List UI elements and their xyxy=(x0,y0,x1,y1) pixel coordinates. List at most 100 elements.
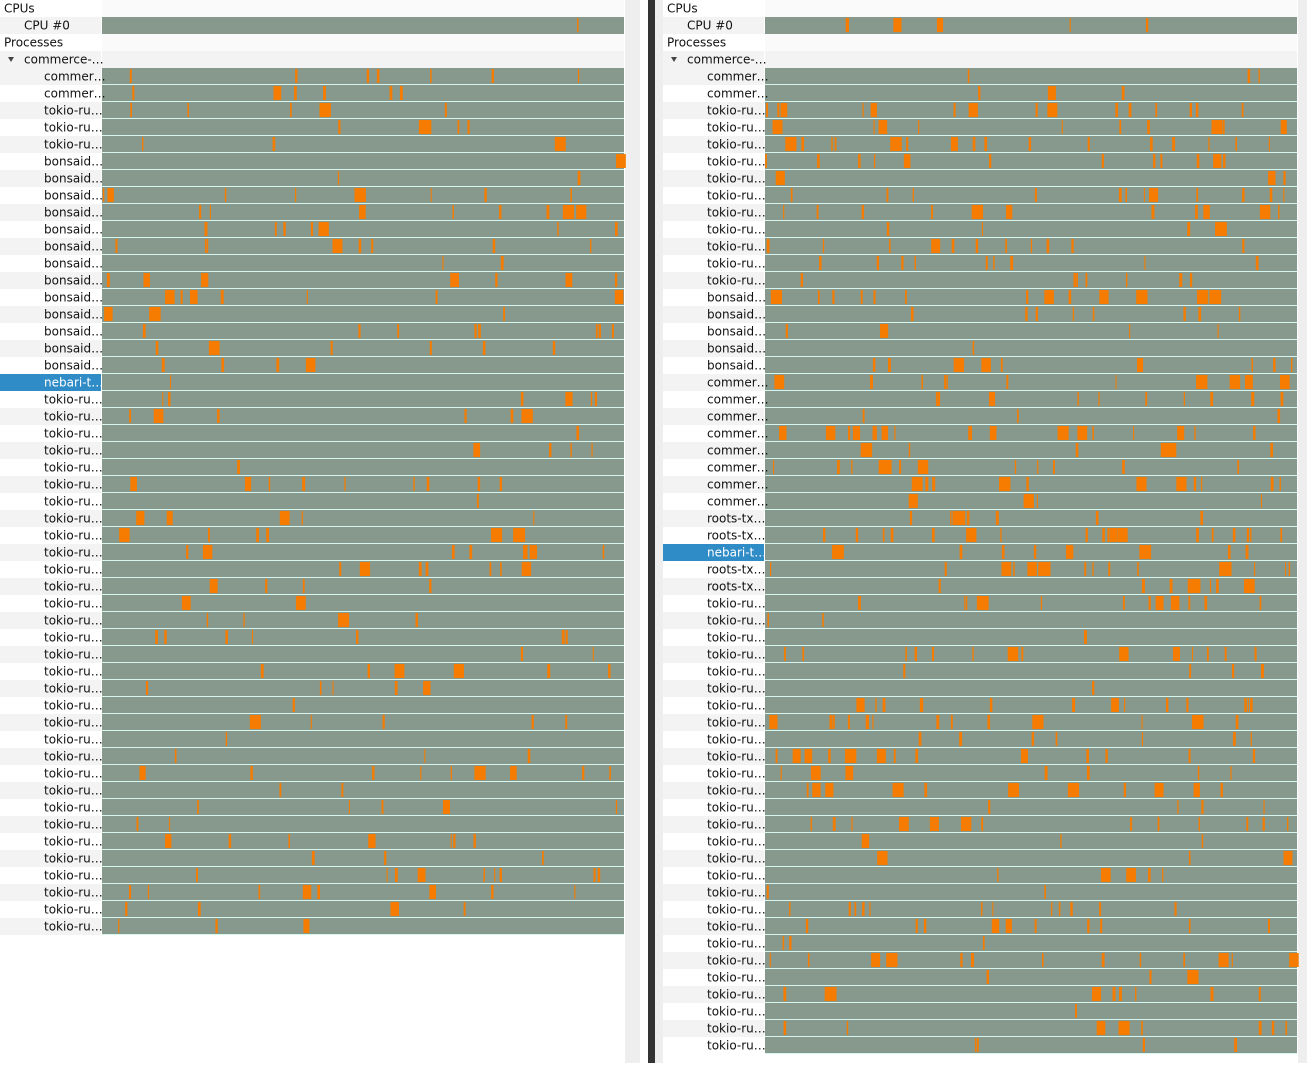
row-label-bg[interactable] xyxy=(0,663,101,680)
row-label[interactable]: tokio-ru… xyxy=(707,189,766,203)
row-label-bg[interactable] xyxy=(663,68,764,85)
row-label-bg[interactable] xyxy=(0,629,101,646)
row-label-bg[interactable] xyxy=(0,833,101,850)
row-label-bg[interactable] xyxy=(0,782,101,799)
row-label-bg[interactable] xyxy=(663,289,764,306)
row-label-bg[interactable] xyxy=(0,646,101,663)
row-label[interactable]: tokio-ru… xyxy=(44,699,103,713)
row-label-bg[interactable] xyxy=(663,680,764,697)
row-label[interactable]: bonsaid… xyxy=(44,257,103,271)
row-label[interactable]: tokio-ru… xyxy=(44,444,103,458)
row-label[interactable]: roots-tx… xyxy=(707,529,765,543)
row-label[interactable]: tokio-ru… xyxy=(44,563,103,577)
row-label[interactable]: commer… xyxy=(44,87,106,101)
row-label[interactable]: commer… xyxy=(707,70,769,84)
row-label[interactable]: tokio-ru… xyxy=(44,886,103,900)
row-label[interactable]: bonsaid… xyxy=(44,206,103,220)
row-label-bg[interactable] xyxy=(663,935,764,952)
row-label[interactable]: tokio-ru… xyxy=(707,801,766,815)
row-label-bg[interactable] xyxy=(663,119,764,136)
row-label[interactable]: roots-tx… xyxy=(707,512,765,526)
row-label-bg[interactable] xyxy=(663,493,764,510)
row-label[interactable]: bonsaid… xyxy=(707,308,766,322)
row-label[interactable]: commer… xyxy=(707,444,769,458)
row-label[interactable]: CPUs xyxy=(667,2,698,16)
row-label[interactable]: tokio-ru… xyxy=(44,665,103,679)
row-label[interactable]: tokio-ru… xyxy=(707,614,766,628)
row-label[interactable]: tokio-ru… xyxy=(707,206,766,220)
row-label-bg[interactable] xyxy=(0,476,101,493)
row-label-bg[interactable] xyxy=(0,425,101,442)
row-label-bg[interactable] xyxy=(663,901,764,918)
row-label-bg[interactable] xyxy=(663,408,764,425)
row-label[interactable]: bonsaid… xyxy=(44,223,103,237)
row-label-bg[interactable] xyxy=(663,153,764,170)
row-label-bg[interactable] xyxy=(663,425,764,442)
row-label-bg[interactable] xyxy=(663,799,764,816)
row-label-bg[interactable] xyxy=(0,306,101,323)
row-label-bg[interactable] xyxy=(0,595,101,612)
row-label[interactable]: tokio-ru… xyxy=(707,1022,766,1036)
row-label-bg[interactable] xyxy=(0,442,101,459)
row-label[interactable]: tokio-ru… xyxy=(707,1039,766,1053)
row-label[interactable]: CPU #0 xyxy=(687,19,733,33)
row-label-bg[interactable] xyxy=(663,442,764,459)
row-label-bg[interactable] xyxy=(663,714,764,731)
row-label[interactable]: bonsaid… xyxy=(707,342,766,356)
row-label-bg[interactable] xyxy=(663,663,764,680)
row-label[interactable]: bonsaid… xyxy=(44,308,103,322)
row-label[interactable]: tokio-ru… xyxy=(44,631,103,645)
row-label[interactable]: commerce-… xyxy=(687,53,767,67)
row-label-bg[interactable] xyxy=(0,357,101,374)
row-label-bg[interactable] xyxy=(0,255,101,272)
row-label[interactable]: tokio-ru… xyxy=(707,954,766,968)
row-label[interactable]: tokio-ru… xyxy=(44,852,103,866)
row-label[interactable]: commer… xyxy=(707,393,769,407)
row-label[interactable]: tokio-ru… xyxy=(707,631,766,645)
row-label[interactable]: tokio-ru… xyxy=(707,665,766,679)
row-label[interactable]: bonsaid… xyxy=(44,342,103,356)
expand-arrow[interactable] xyxy=(671,57,677,62)
row-label[interactable]: tokio-ru… xyxy=(707,257,766,271)
row-label[interactable]: tokio-ru… xyxy=(707,699,766,713)
row-label[interactable]: commer… xyxy=(707,495,769,509)
row-label[interactable]: tokio-ru… xyxy=(44,410,103,424)
row-label[interactable]: tokio-ru… xyxy=(707,274,766,288)
row-label[interactable]: commer… xyxy=(44,70,106,84)
row-label-bg[interactable] xyxy=(663,1003,764,1020)
row-label-bg[interactable] xyxy=(663,595,764,612)
row-label-bg[interactable] xyxy=(663,952,764,969)
row-label-bg[interactable] xyxy=(0,901,101,918)
row-label-bg[interactable] xyxy=(663,731,764,748)
row-label-bg[interactable] xyxy=(0,884,101,901)
row-label-bg[interactable] xyxy=(0,272,101,289)
row-label[interactable]: tokio-ru… xyxy=(707,971,766,985)
row-label[interactable]: tokio-ru… xyxy=(44,920,103,934)
row-label[interactable]: tokio-ru… xyxy=(707,138,766,152)
row-label-bg[interactable] xyxy=(0,408,101,425)
row-label[interactable]: commer… xyxy=(707,478,769,492)
row-label[interactable]: bonsaid… xyxy=(707,359,766,373)
row-label[interactable]: tokio-ru… xyxy=(44,818,103,832)
row-label-bg[interactable] xyxy=(663,85,764,102)
row-label-bg[interactable] xyxy=(0,918,101,935)
row-label[interactable]: tokio-ru… xyxy=(707,104,766,118)
row-label-bg[interactable] xyxy=(0,544,101,561)
row-label-bg[interactable] xyxy=(0,170,101,187)
row-label-bg[interactable] xyxy=(663,1020,764,1037)
row-label-bg[interactable] xyxy=(0,765,101,782)
row-label[interactable]: tokio-ru… xyxy=(707,733,766,747)
row-label[interactable]: tokio-ru… xyxy=(707,750,766,764)
row-label[interactable]: commer… xyxy=(707,376,769,390)
row-label-bg[interactable] xyxy=(663,187,764,204)
row-label[interactable]: tokio-ru… xyxy=(707,903,766,917)
row-label[interactable]: tokio-ru… xyxy=(44,529,103,543)
row-label-bg[interactable] xyxy=(0,578,101,595)
row-label[interactable]: tokio-ru… xyxy=(44,393,103,407)
row-label[interactable]: tokio-ru… xyxy=(44,614,103,628)
row-label-bg[interactable] xyxy=(663,527,764,544)
row-label-bg[interactable] xyxy=(663,204,764,221)
row-label-bg[interactable] xyxy=(663,459,764,476)
row-label-bg[interactable] xyxy=(663,646,764,663)
row-label[interactable]: bonsaid… xyxy=(707,325,766,339)
